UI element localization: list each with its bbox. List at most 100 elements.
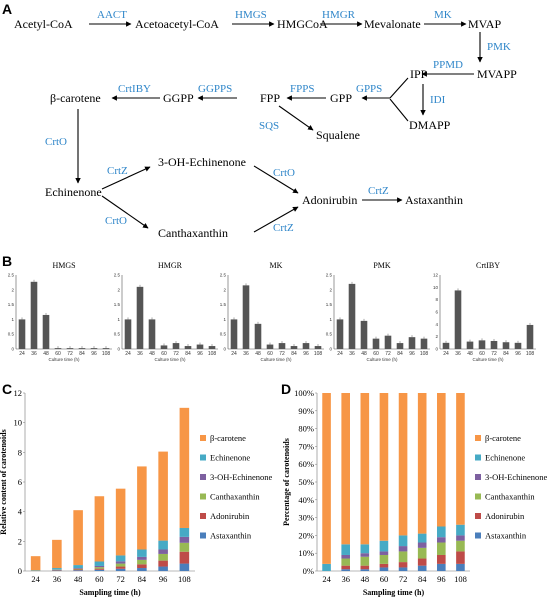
bar-segment <box>158 540 168 550</box>
bar <box>78 348 86 349</box>
node-mevalonate: Mevalonate <box>364 17 421 31</box>
bar <box>278 343 286 349</box>
x-tick-label: 96 <box>303 351 309 357</box>
node-squalene: Squalene <box>316 128 360 142</box>
bar-segment <box>137 466 147 550</box>
y-tick-label: 80% <box>298 424 314 434</box>
bar-segment <box>360 565 370 570</box>
x-axis-label: Sampling time (h) <box>79 588 141 597</box>
y-tick-label: 2.5 <box>220 273 227 278</box>
bar-segment <box>137 549 147 557</box>
legend-swatch <box>200 513 206 519</box>
bar <box>254 323 262 349</box>
bar-segment <box>52 568 62 570</box>
y-tick-label: 90% <box>298 406 314 416</box>
bar <box>30 281 38 349</box>
bar-segment <box>341 565 350 570</box>
bar-segment <box>73 565 83 569</box>
y-tick-label: 50% <box>298 477 314 487</box>
x-tick-label: 96 <box>437 574 446 584</box>
bar-segment <box>73 570 83 571</box>
node-hmgcoa: HMGCoA <box>277 17 328 31</box>
node-fpp: FPP <box>260 91 280 105</box>
bar-segment <box>94 561 105 566</box>
enzyme-pmk: PMK <box>487 41 511 53</box>
legend-label: Echinenone <box>210 453 250 463</box>
legend-swatch <box>475 454 481 461</box>
x-tick-label: 24 <box>19 351 25 357</box>
mini-chart-title: CrtIBY <box>476 261 500 270</box>
bar-segment <box>94 496 105 562</box>
legend-label: 3-OH-Echinenone <box>485 472 548 482</box>
y-axis-label: Relative content of carotenoids <box>0 429 8 534</box>
bar <box>266 344 274 349</box>
bar <box>54 348 62 349</box>
bar-segment <box>379 551 389 555</box>
bar-segment <box>179 407 190 528</box>
mini-chart-title: MK <box>270 261 283 270</box>
x-tick-label: 24 <box>231 351 237 357</box>
y-tick-label: 20% <box>298 530 314 540</box>
x-tick-label: 96 <box>197 351 203 357</box>
bar <box>336 319 344 349</box>
x-tick-label: 108 <box>314 351 323 357</box>
enzyme-fpps: FPPS <box>290 83 314 95</box>
bar <box>66 348 74 349</box>
bar-segment <box>179 563 190 571</box>
y-tick-label: 0% <box>303 566 314 576</box>
x-tick-label: 60 <box>95 574 104 584</box>
bar-segment <box>94 568 105 570</box>
x-tick-label: 60 <box>161 351 167 357</box>
bar <box>478 340 486 349</box>
y-tick-label: 0 <box>11 347 14 352</box>
pathway-arrows <box>75 21 483 233</box>
bar <box>314 346 322 349</box>
node-gpp: GPP <box>330 91 352 105</box>
converge-dmapp <box>389 98 409 122</box>
x-axis-label: Culture time (h) <box>472 357 504 362</box>
x-axis-label: Culture time (h) <box>154 357 186 362</box>
bar <box>90 348 98 349</box>
x-tick-label: 36 <box>243 351 249 357</box>
legend-swatch <box>475 474 481 480</box>
panel-label-d: D <box>281 381 291 397</box>
bar-segment <box>115 566 126 569</box>
enzyme-aact: AACT <box>97 9 127 21</box>
mini-chart-hmgs: HMGS 0 0.5 1 1.5 2 2.5 24 36 48 60 72 84 96 108 Culture… <box>8 261 112 362</box>
bar-segment <box>456 393 465 525</box>
node-beta-carotene: β-carotene <box>50 91 101 105</box>
bar-segment <box>30 570 41 571</box>
node-adonirubin: Adonirubin <box>302 193 357 207</box>
legend-label: 3-OH-Echinenone <box>210 472 273 482</box>
y-tick-label: 10 <box>14 418 23 428</box>
legend-label: Echinenone <box>485 453 525 463</box>
node-ggpp: GGPP <box>163 91 194 105</box>
bar-segment <box>341 554 350 559</box>
legend-swatch <box>475 435 481 441</box>
bar-segment <box>30 556 41 571</box>
mini-chart-pmk: PMK 0 0.5 1 1.5 2 2.5 24 36 48 60 72 84 96 108 Culture … <box>326 261 430 362</box>
y-tick-label: 4 <box>435 322 438 327</box>
enzyme-crtz-3: CrtZ <box>368 185 389 197</box>
bar-segment <box>398 535 408 547</box>
x-tick-label: 48 <box>74 574 83 584</box>
x-tick-label: 60 <box>267 351 273 357</box>
legend-swatch <box>200 454 206 461</box>
bar <box>184 346 192 349</box>
bar <box>396 343 404 349</box>
x-tick-label: 108 <box>420 351 429 357</box>
bar-segment <box>341 393 350 545</box>
bar-segment <box>417 393 427 534</box>
x-tick-label: 60 <box>479 351 485 357</box>
x-tick-label: 108 <box>102 351 111 357</box>
enzyme-ppmd: PPMD <box>433 59 463 71</box>
x-axis-label: Culture time (h) <box>48 357 80 362</box>
x-tick-label: 108 <box>178 574 191 584</box>
bar-segment <box>158 553 168 561</box>
y-tick-label: 2.5 <box>8 273 15 278</box>
bar-segment <box>137 556 147 560</box>
node-echinenone: Echinenone <box>45 185 102 199</box>
y-tick-label: 12 <box>14 388 23 398</box>
node-ipp: IPP <box>410 67 428 81</box>
